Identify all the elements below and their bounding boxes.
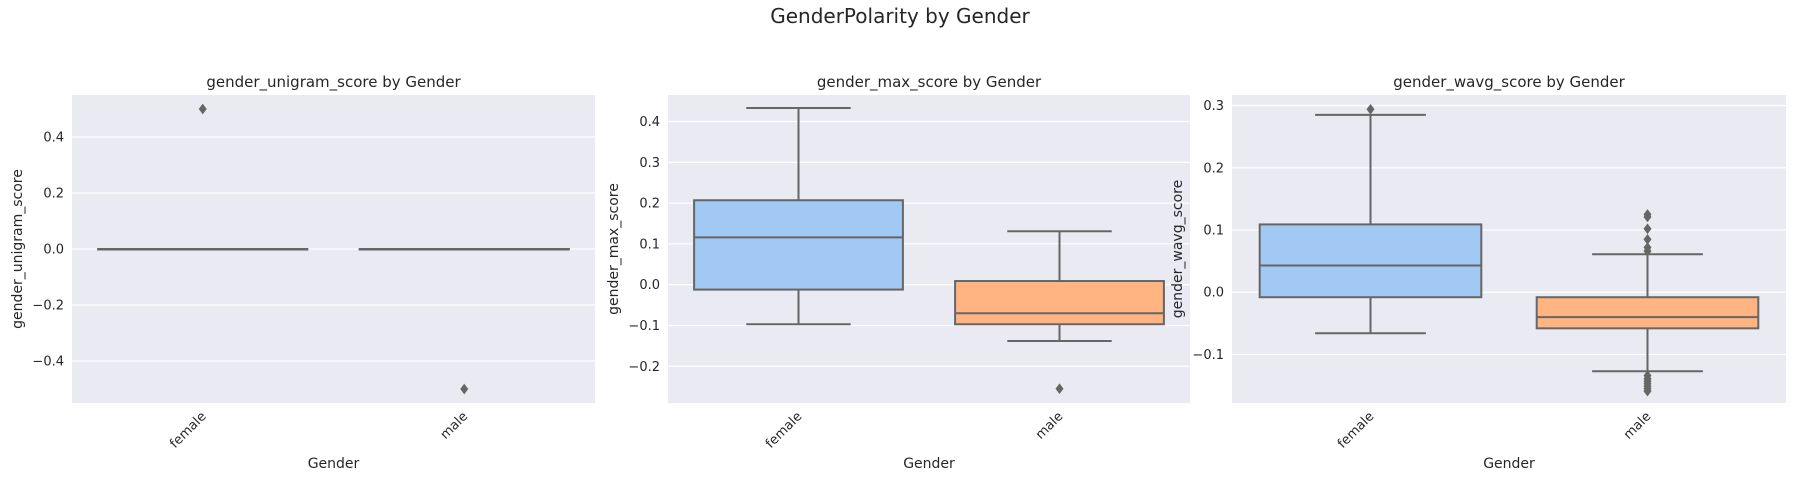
x-tick-label: female: [167, 409, 209, 451]
y-tick-label: 0.3: [1203, 99, 1224, 114]
box-body: [954, 280, 1165, 326]
subplot-title: gender_wavg_score by Gender: [1393, 73, 1625, 92]
subplot-title: gender_max_score by Gender: [817, 73, 1042, 92]
outlier-point: [460, 383, 469, 395]
y-tick-label: 0.4: [43, 131, 64, 146]
outlier-point: [1366, 103, 1375, 115]
subplot-2: −0.2 −0.1 0.0 0.1 0.2 0.3 0.4 female male gender_…: [606, 73, 1190, 472]
x-tick-label: male: [1621, 409, 1654, 442]
outlier-point: [198, 103, 207, 115]
y-tick-label: −0.4: [32, 355, 64, 370]
box-female: [1258, 103, 1483, 335]
subplot-1: −0.4 −0.2 0.0 0.2 0.4 female male gender_unigra…: [10, 73, 595, 472]
y-tick-label: −0.2: [628, 360, 660, 375]
x-tick-label: female: [763, 409, 805, 451]
outlier-point: [1055, 383, 1064, 395]
box-body: [1535, 296, 1760, 330]
x-tick-label: male: [438, 409, 471, 442]
y-tick-label: 0.2: [43, 187, 64, 202]
box-female: [693, 107, 904, 326]
y-tick-label: 0.3: [639, 156, 660, 171]
x-tick-label: male: [1033, 409, 1066, 442]
x-axis-label: Gender: [903, 456, 955, 472]
subplot-3: −0.1 0.0 0.1 0.2 0.3 female male gender_wavg_sc…: [1170, 73, 1786, 472]
box-body: [1258, 223, 1483, 299]
outlier-point: [1643, 223, 1652, 235]
y-tick-label: 0.0: [43, 243, 64, 258]
x-tick-label: female: [1335, 409, 1377, 451]
y-tick-label: 0.1: [1203, 224, 1224, 239]
outlier-point: [1643, 234, 1652, 245]
subplot-title: gender_unigram_score by Gender: [206, 73, 461, 92]
y-tick-label: 0.1: [639, 237, 660, 252]
y-tick-label: 0.4: [639, 115, 660, 130]
x-axis-label: Gender: [1483, 456, 1535, 472]
figure-title: GenderPolarity by Gender: [770, 4, 1030, 28]
box-female: [97, 103, 309, 251]
box-body: [693, 199, 904, 291]
y-tick-label: 0.0: [639, 278, 660, 293]
y-axis-label: gender_max_score: [606, 183, 622, 315]
y-tick-label: 0.2: [1203, 161, 1224, 176]
y-tick-label: 0.2: [639, 197, 660, 212]
y-tick-label: −0.1: [1192, 348, 1224, 363]
y-tick-label: 0.0: [1203, 286, 1224, 301]
x-axis-label: Gender: [308, 456, 360, 472]
box-male: [954, 230, 1165, 395]
y-tick-label: −0.1: [628, 319, 660, 334]
y-tick-label: −0.2: [32, 299, 64, 314]
outlier-point: [1643, 385, 1652, 397]
outlier-point: [1643, 209, 1652, 220]
y-axis-label: gender_unigram_score: [10, 169, 26, 329]
box-male: [358, 248, 570, 395]
y-axis-label: gender_wavg_score: [1170, 180, 1186, 318]
box-male: [1535, 209, 1760, 397]
outlier-point: [1643, 242, 1652, 253]
